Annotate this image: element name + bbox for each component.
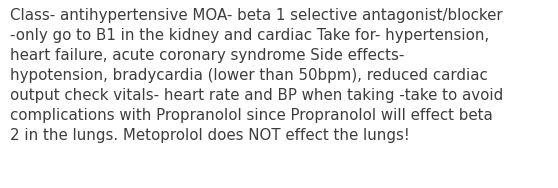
Text: Class- antihypertensive MOA- beta 1 selective antagonist/blocker
-only go to B1 : Class- antihypertensive MOA- beta 1 sele… [10,8,503,143]
